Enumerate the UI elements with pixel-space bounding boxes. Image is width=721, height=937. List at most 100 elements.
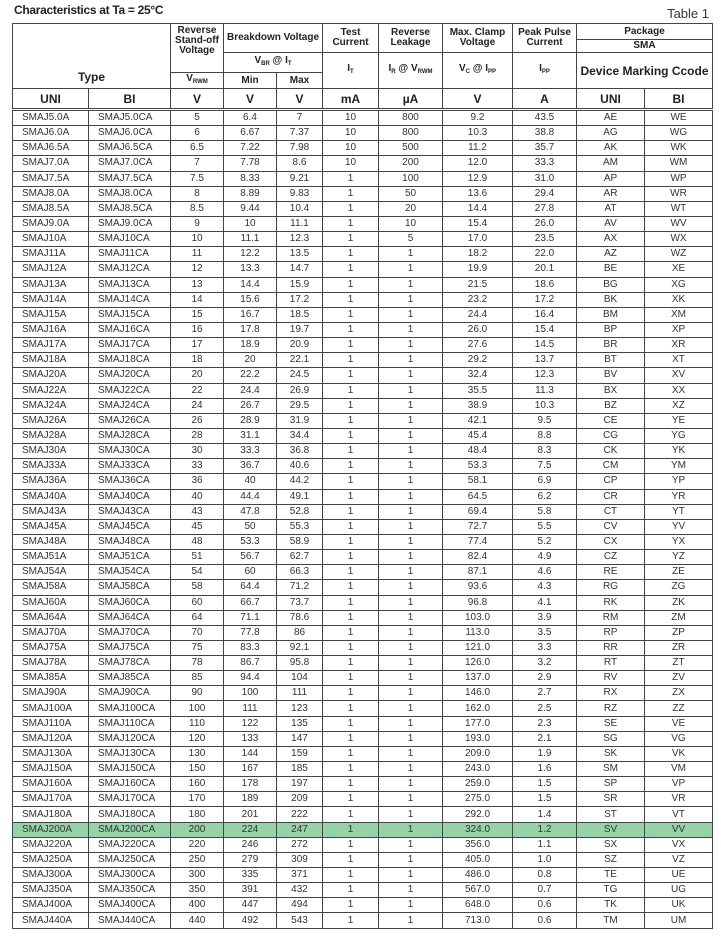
- cell-uni: SMAJ15A: [12, 306, 89, 323]
- cell-mark-bi: ZR: [644, 639, 713, 657]
- cell-mark-bi: YV: [644, 518, 713, 535]
- cell-ipp: 22.0: [512, 246, 577, 263]
- cell-min: 15.6: [223, 291, 277, 308]
- cell-mark-bi: WX: [644, 231, 713, 248]
- cell-vc: 9.2: [442, 108, 513, 127]
- cell-mark-uni: TM: [576, 912, 645, 929]
- cell-bi: SMAJ120CA: [88, 730, 171, 747]
- cell-bi: SMAJ51CA: [88, 549, 171, 566]
- cell-bi: SMAJ110CA: [88, 715, 171, 732]
- cell-vrwm: 220: [170, 836, 224, 853]
- cell-uni: SMAJ17A: [12, 337, 89, 354]
- table-row: SMAJ300A SMAJ300CA 300 335 371 1 1 486.0 0.8 TE UE: [12, 867, 713, 884]
- cell-mark-uni: BM: [576, 306, 645, 323]
- cell-mark-bi: YX: [644, 533, 713, 551]
- cell-ir: 1: [378, 443, 443, 460]
- cell-mark-uni: CZ: [576, 549, 645, 566]
- cell-vrwm: 110: [170, 715, 224, 732]
- cell-mark-bi: XP: [644, 321, 713, 339]
- cell-ipp: 16.4: [512, 306, 577, 323]
- cell-bi: SMAJ100CA: [88, 700, 171, 717]
- cell-uni: SMAJ48A: [12, 533, 89, 551]
- cell-it: 1: [322, 443, 379, 460]
- cell-it: 1: [322, 882, 379, 899]
- cell-bi: SMAJ78CA: [88, 655, 171, 672]
- cell-bi: SMAJ400CA: [88, 897, 171, 914]
- cell-it: 1: [322, 170, 379, 187]
- cell-min: 28.9: [223, 412, 277, 429]
- cell-vrwm: 150: [170, 761, 224, 778]
- cell-it: 1: [322, 337, 379, 354]
- cell-uni: SMAJ54A: [12, 564, 89, 581]
- cell-max: 222: [276, 806, 323, 823]
- ipp-header: IPP: [512, 52, 577, 89]
- cell-bi: SMAJ8.5CA: [88, 200, 171, 217]
- cell-vc: 405.0: [442, 851, 513, 869]
- table-row: SMAJ170A SMAJ170CA 170 189 209 1 1 275.0 1.5 SR VR: [12, 791, 713, 808]
- cell-vrwm: 120: [170, 730, 224, 747]
- cell-vc: 648.0: [442, 897, 513, 914]
- cell-vc: 26.0: [442, 321, 513, 339]
- cell-bi: SMAJ26CA: [88, 412, 171, 429]
- cell-min: 13.3: [223, 261, 277, 278]
- cell-bi: SMAJ13CA: [88, 276, 171, 293]
- cell-vrwm: 7.5: [170, 170, 224, 187]
- cell-uni: SMAJ26A: [12, 412, 89, 429]
- cell-min: 66.7: [223, 594, 277, 611]
- vbr-it-header: VBR @ IT: [223, 52, 323, 73]
- cell-mark-uni: CE: [576, 412, 645, 429]
- cell-vrwm: 180: [170, 806, 224, 823]
- cell-it: 10: [322, 155, 379, 172]
- cell-vc: 18.2: [442, 246, 513, 263]
- cell-vc: 93.6: [442, 579, 513, 596]
- cell-it: 1: [322, 730, 379, 747]
- cell-mark-bi: YE: [644, 412, 713, 429]
- cell-it: 1: [322, 776, 379, 793]
- cell-mark-bi: VX: [644, 836, 713, 853]
- cell-mark-bi: XE: [644, 261, 713, 278]
- breakdown-voltage-header: Breakdown Voltage: [223, 23, 323, 53]
- cell-vrwm: 22: [170, 382, 224, 399]
- cell-vrwm: 130: [170, 745, 224, 763]
- cell-ir: 1: [378, 306, 443, 323]
- cell-mark-uni: RT: [576, 655, 645, 672]
- cell-it: 1: [322, 488, 379, 505]
- cell-mark-uni: SG: [576, 730, 645, 747]
- cell-vc: 19.9: [442, 261, 513, 278]
- cell-vrwm: 7: [170, 155, 224, 172]
- cell-mark-uni: SX: [576, 836, 645, 853]
- cell-min: 6.67: [223, 125, 277, 142]
- cell-bi: SMAJ28CA: [88, 427, 171, 445]
- cell-it: 1: [322, 867, 379, 884]
- cell-it: 1: [322, 321, 379, 339]
- cell-max: 26.9: [276, 382, 323, 399]
- cell-ipp: 1.1: [512, 836, 577, 853]
- cell-min: 64.4: [223, 579, 277, 596]
- cell-bi: SMAJ85CA: [88, 670, 171, 687]
- table-row: SMAJ9.0A SMAJ9.0CA 9 10 11.1 1 10 15.4 26.0 AV WV: [12, 215, 713, 233]
- cell-max: 92.1: [276, 639, 323, 657]
- cell-max: 15.9: [276, 276, 323, 293]
- cell-it: 1: [322, 745, 379, 763]
- cell-vrwm: 70: [170, 624, 224, 641]
- table-row: SMAJ5.0A SMAJ5.0CA 5 6.4 7 10 800 9.2 43.5 AE WE: [12, 108, 713, 127]
- cell-ipp: 2.3: [512, 715, 577, 732]
- cell-mark-uni: SM: [576, 761, 645, 778]
- cell-ipp: 1.9: [512, 745, 577, 763]
- cell-vc: 27.6: [442, 337, 513, 354]
- cell-max: 197: [276, 776, 323, 793]
- cell-bi: SMAJ130CA: [88, 745, 171, 763]
- cell-vrwm: 9: [170, 215, 224, 233]
- cell-ipp: 4.9: [512, 549, 577, 566]
- cell-mark-bi: XK: [644, 291, 713, 308]
- cell-min: 224: [223, 821, 277, 838]
- cell-uni: SMAJ14A: [12, 291, 89, 308]
- cell-ipp: 5.2: [512, 533, 577, 551]
- table-row: SMAJ15A SMAJ15CA 15 16.7 18.5 1 1 24.4 16.4 BM XM: [12, 306, 713, 323]
- cell-max: 209: [276, 791, 323, 808]
- cell-ir: 1: [378, 624, 443, 641]
- cell-mark-uni: AR: [576, 185, 645, 202]
- cell-mark-uni: SP: [576, 776, 645, 793]
- table-row: SMAJ14A SMAJ14CA 14 15.6 17.2 1 1 23.2 17.2 BK XK: [12, 291, 713, 308]
- cell-uni: SMAJ78A: [12, 655, 89, 672]
